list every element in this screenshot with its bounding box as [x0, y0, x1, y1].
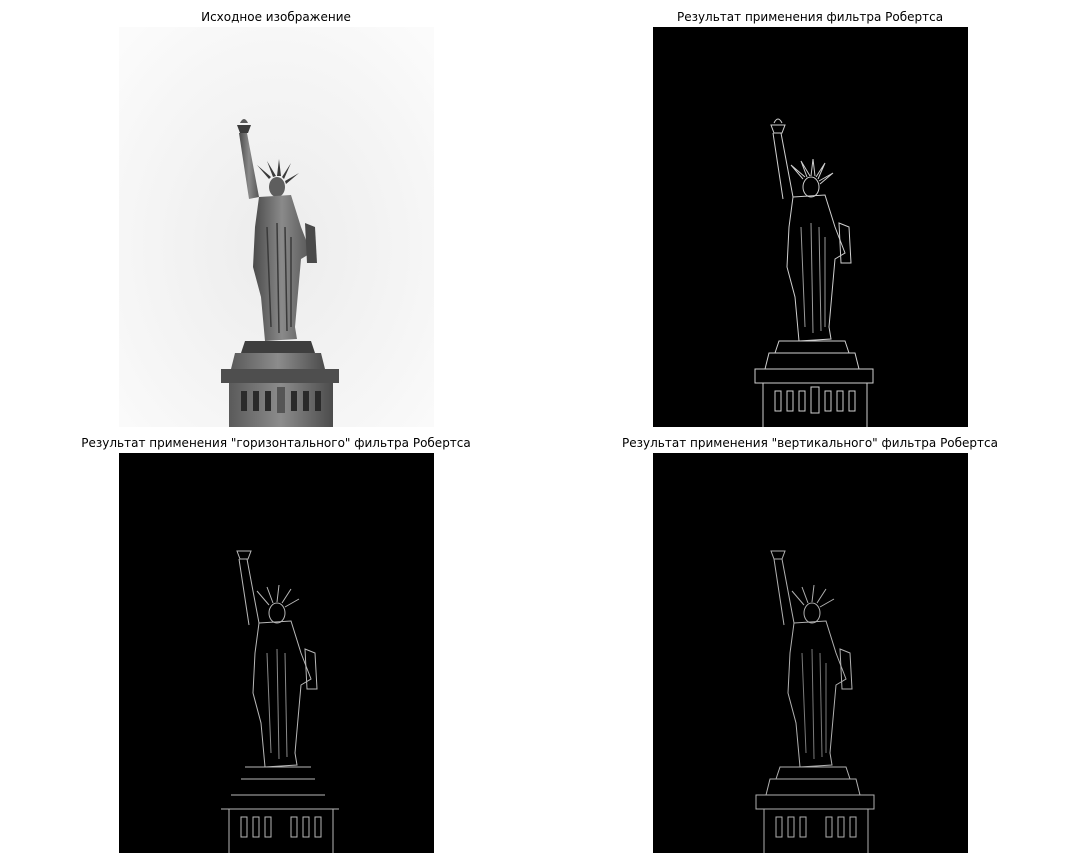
roberts-combined-canvas: [653, 27, 968, 427]
panel-title-roberts-vertical: Результат применения "вертикального" фил…: [622, 436, 998, 450]
statue-figure: [221, 119, 339, 427]
edge-outline-combined: [754, 118, 874, 427]
edge-outline-horizontal: [221, 550, 339, 853]
panel-title-roberts-combined: Результат применения фильтра Робертса: [676, 10, 944, 24]
roberts-horizontal-image: [119, 453, 434, 853]
edge-outline-vertical: [755, 550, 875, 853]
roberts-combined-image: [653, 27, 968, 427]
panel-title-roberts-horizontal: Результат применения "горизонтального" ф…: [81, 436, 471, 450]
roberts-vertical-image: [653, 453, 968, 853]
roberts-horizontal-canvas: [119, 453, 434, 853]
original-image: [119, 27, 434, 427]
original-image-canvas: [119, 27, 434, 427]
panel-title-original: Исходное изображение: [201, 10, 351, 24]
roberts-vertical-canvas: [653, 453, 968, 853]
